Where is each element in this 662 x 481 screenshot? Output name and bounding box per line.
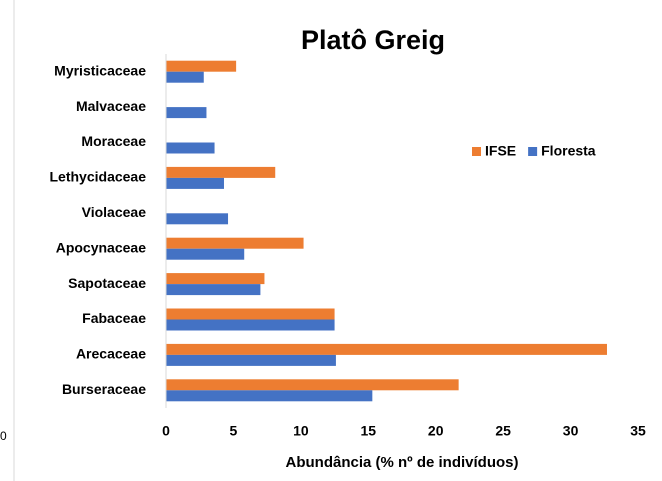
bar xyxy=(166,60,237,72)
bar xyxy=(166,308,335,320)
bar xyxy=(166,71,204,83)
bar xyxy=(166,284,261,296)
bar xyxy=(166,177,224,189)
y-tick-label: Malvaceae xyxy=(76,98,146,114)
bar xyxy=(166,166,276,178)
x-tick-label: 25 xyxy=(495,423,511,439)
bar xyxy=(166,354,336,366)
legend-swatch xyxy=(472,147,481,156)
bar xyxy=(166,273,265,285)
legend-label: Floresta xyxy=(541,143,596,159)
y-tick-label: Arecaceae xyxy=(76,346,146,362)
bar xyxy=(166,319,335,331)
x-tick-label: 15 xyxy=(360,423,376,439)
x-tick-label: 0 xyxy=(162,423,170,439)
chart-title: Platô Greig xyxy=(301,25,445,55)
y-tick-label: Lethycidaceae xyxy=(50,169,147,185)
y-tick-label: Burseraceae xyxy=(62,381,146,397)
bar xyxy=(166,237,304,249)
x-tick-label: 10 xyxy=(293,423,309,439)
x-tick-label: 35 xyxy=(630,423,646,439)
y-tick-label: Violaceae xyxy=(82,204,147,220)
clipped-label: 0 xyxy=(0,429,7,443)
legend-swatch xyxy=(528,147,538,156)
x-axis-label: Abundância (% nº de indivíduos) xyxy=(286,454,519,471)
bar xyxy=(166,343,607,355)
y-tick-label: Apocynaceae xyxy=(56,239,146,255)
y-tick-label: Sapotaceae xyxy=(68,275,146,291)
bar xyxy=(166,248,245,260)
bar xyxy=(166,390,373,402)
x-tick-label: 20 xyxy=(428,423,444,439)
bar xyxy=(166,379,459,391)
x-tick-label: 5 xyxy=(230,423,238,439)
y-tick-label: Fabaceae xyxy=(82,310,146,326)
x-tick-label: 30 xyxy=(563,423,579,439)
bar xyxy=(166,142,215,154)
bar xyxy=(166,107,207,119)
y-tick-label: Myristicaceae xyxy=(54,62,146,78)
y-tick-label: Moraceae xyxy=(81,133,146,149)
legend-label: IFSE xyxy=(485,143,516,159)
bar xyxy=(166,213,229,225)
